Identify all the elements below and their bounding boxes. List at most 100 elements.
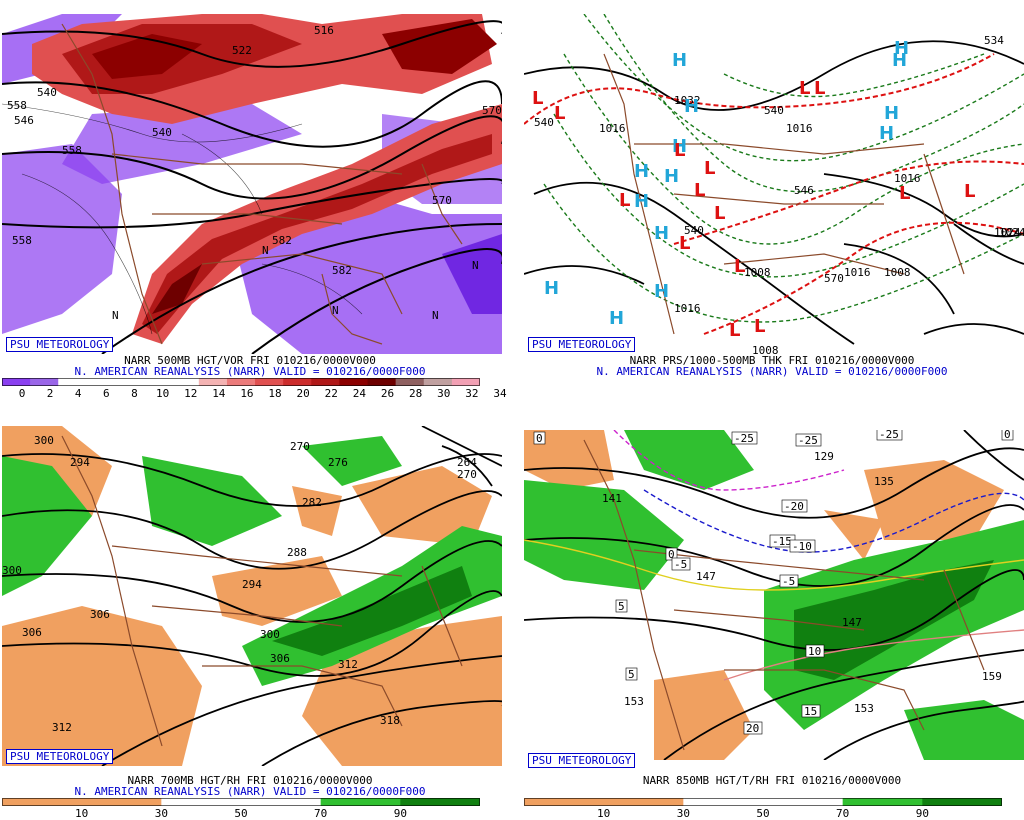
temperature-contour-label: 0: [1004, 430, 1011, 441]
vorticity-colorbar-tick-label: 8: [131, 387, 138, 400]
contour-label: 1032: [674, 94, 701, 107]
vorticity-colorbar-tick-label: 16: [240, 387, 254, 400]
vorticity-colorbar-swatch: [451, 378, 480, 386]
height-contour-label: N: [472, 259, 479, 272]
high-pressure-marker: H: [892, 50, 907, 71]
vorticity-colorbar-swatch: [255, 378, 284, 386]
rh850-colorbar-tick-label: 70: [836, 807, 850, 820]
temperature-contour-label-box: [625, 667, 638, 681]
low-pressure-marker: L: [814, 78, 825, 99]
panel-caption-line1: NARR 850MB HGT/T/RH FRI 010216/0000V000: [642, 774, 902, 787]
height-contour-label: N: [262, 244, 269, 257]
high-pressure-marker: H: [544, 278, 559, 299]
low-pressure-marker: L: [554, 103, 565, 124]
height-contour-label: 141: [602, 492, 622, 505]
height-contour-label: 558: [62, 144, 82, 157]
contour-label: 540: [534, 116, 554, 129]
high-pressure-marker: H: [634, 191, 649, 212]
vorticity-colorbar-swatch: [423, 378, 453, 386]
height-contour-label: 570: [432, 194, 452, 207]
t850-colorbar: [524, 798, 1002, 806]
temperature-contour-label: -5: [674, 558, 687, 571]
low-pressure-marker: L: [714, 203, 725, 224]
rh700-colorbar-swatch: [2, 798, 83, 806]
t850-map-svg: 0 -25 -25 -25-20-15 -10-50-55510152001411291…: [524, 430, 1024, 760]
vorticity-colorbar-tick-label: 32: [465, 387, 479, 400]
psu-meteorology-badge: PSU METEOROLOGY: [528, 337, 636, 352]
temperature-contour-label: 10: [808, 645, 821, 658]
height-contour-label: 270: [457, 468, 477, 481]
temperature-contour-label: -20: [784, 500, 804, 513]
vorticity-colorbar-tick-label: 6: [103, 387, 110, 400]
rh700-colorbar-tick-label: 10: [75, 807, 89, 820]
psu-meteorology-badge: PSU METEOROLOGY: [528, 753, 636, 768]
height-contour-label: 558: [7, 99, 27, 112]
rh700-colorbar-swatch: [161, 798, 242, 806]
vorticity-colorbar-swatch: [86, 378, 115, 386]
contour-label: 1016: [674, 302, 701, 315]
low-pressure-marker: L: [532, 88, 543, 109]
t850-colorbar-ticks: 10 30 50 70 90: [524, 807, 1002, 820]
vorticity-colorbar-swatch: [311, 378, 340, 386]
vorticity-colorbar-tick-label: 10: [155, 387, 170, 400]
rh850-colorbar-tick-label: 10: [597, 807, 611, 820]
vorticity-colorbar-swatch: [30, 378, 59, 386]
temperature-contour-label: -10: [792, 540, 812, 553]
map-700mb-rh: 300 294 270 276 282 264 270 288 294 300 306 306 312 3…: [2, 426, 502, 766]
vorticity-colorbar-swatch: [367, 378, 397, 386]
rh850-colorbar-tick-label: 30: [676, 807, 690, 820]
vorticity-colorbar-swatch: [58, 378, 87, 386]
height-contour-label: 270: [290, 440, 310, 453]
rh850-colorbar-swatch: [842, 798, 923, 806]
vorticity-colorbar-swatch: [339, 378, 369, 386]
vorticity-colorbar-tick-label: 28: [409, 387, 423, 400]
high-pressure-marker: H: [884, 103, 899, 124]
temperature-contour-label: -25: [798, 434, 818, 447]
low-pressure-marker: L: [734, 256, 745, 277]
vorticity-colorbar-tick-label: 12: [184, 387, 198, 400]
height-contour-label: 300: [2, 564, 22, 577]
height-contour-label: 570: [482, 104, 502, 117]
rh850-colorbar-outline: [524, 798, 1002, 806]
low-pressure-marker: L: [754, 316, 765, 337]
vorticity-map-svg: 558 540 546 516 522 558 570 540 582 582 558 N N N N 570…: [2, 14, 502, 354]
vorticity-colorbar: [2, 378, 480, 386]
contour-label: 1016: [894, 172, 921, 185]
temperature-contour-label-box: [671, 557, 691, 571]
map-850mb-t-rh: 0 -25 -25 -25 -20 -15 -10 -5 0 -5 5 5 10 15 20 0 141 129 1…: [524, 430, 1024, 770]
high-pressure-marker: H: [684, 96, 699, 117]
temperature-contour-label-box: [795, 433, 822, 447]
contour-label: 1024: [999, 226, 1024, 239]
height-contour-label: 558: [12, 234, 32, 247]
temperature-contour-label: 15: [804, 705, 817, 718]
temperature-contour-label: 0: [536, 432, 543, 445]
rh850-colorbar-swatch: [763, 798, 844, 806]
rh700-colorbar-outline: [2, 798, 480, 806]
rh700-colorbar: [2, 798, 480, 806]
panel-caption-line2: N. AMERICAN REANALYSIS (NARR) VALID = 01…: [74, 365, 426, 378]
vorticity-colorbar-swatch: [142, 378, 172, 386]
map-500mb-vorticity: 558 540 546 516 522 558 570 540 582 582 558 N N N N 570…: [2, 14, 502, 354]
height-contour-label: 153: [624, 695, 644, 708]
low-pressure-marker: L: [704, 158, 715, 179]
temperature-contour-label-box: [801, 704, 821, 718]
low-pressure-marker: L: [964, 181, 975, 202]
vorticity-colorbar-ticks: 0 2 4 6 8 10 12 14 16 18 20 22 24 26 28 30 32 34: [2, 387, 507, 400]
vorticity-colorbar-tick-label: 18: [268, 387, 282, 400]
contour-label: 534: [984, 34, 1004, 47]
high-pressure-marker: H: [879, 123, 894, 144]
low-pressure-marker: L: [679, 233, 690, 254]
vorticity-colorbar-tick-label: 26: [380, 387, 395, 400]
low-pressure-marker: L: [694, 180, 705, 201]
vorticity-colorbar-tick-label: 22: [324, 387, 338, 400]
high-pressure-marker: H: [634, 161, 649, 182]
contour-label: 1016: [786, 122, 813, 135]
height-contour-label: 129: [814, 450, 834, 463]
vorticity-colorbar-swatch: [170, 378, 200, 386]
temperature-contour-label-box: [781, 499, 808, 513]
temperature-contour-label: -25: [879, 430, 899, 441]
low-pressure-marker: L: [899, 183, 910, 204]
high-pressure-marker: H: [672, 50, 687, 71]
contour-label: 546: [794, 184, 814, 197]
high-pressure-marker: H: [664, 166, 679, 187]
